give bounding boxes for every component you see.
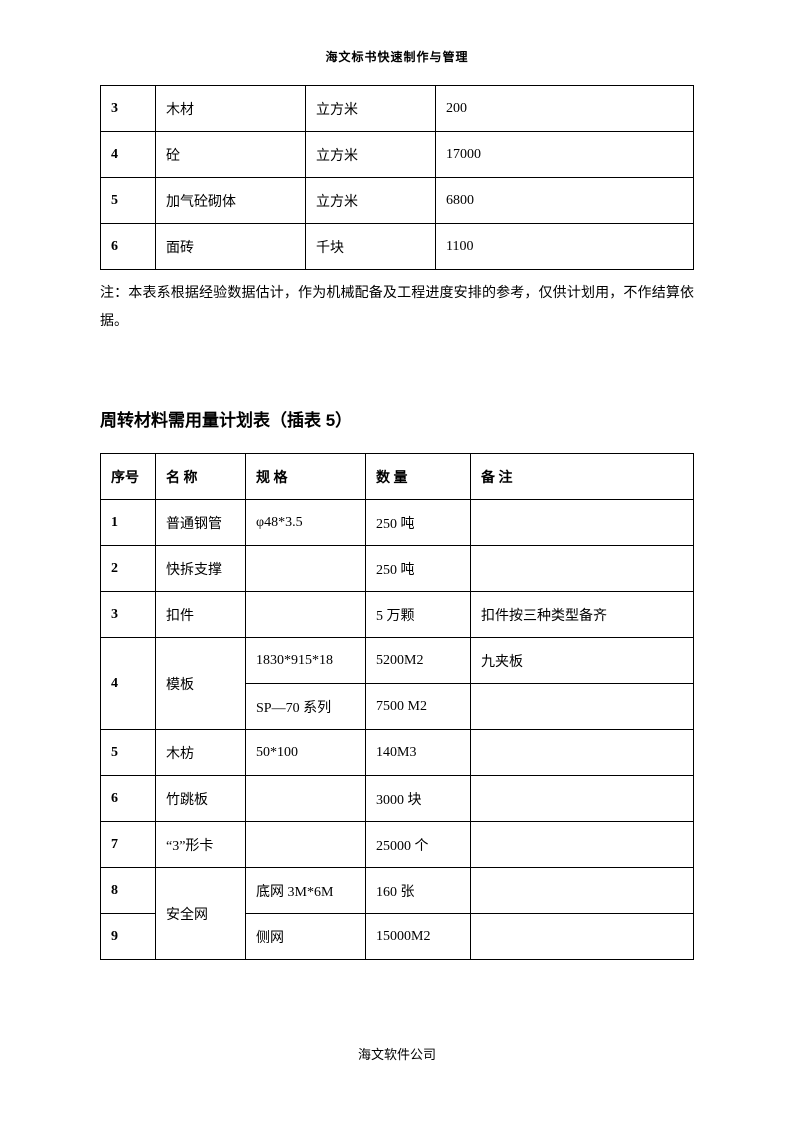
header-spec: 规 格 [246,454,366,500]
cell-no: 2 [101,546,156,592]
cell-no: 6 [101,776,156,822]
cell-spec: φ48*3.5 [246,500,366,546]
cell-unit: 立方米 [306,178,436,224]
cell-remark [471,500,694,546]
cell-remark [471,822,694,868]
header-remark: 备 注 [471,454,694,500]
cell-spec: 1830*915*18 [246,638,366,684]
table-row: 5 加气砼砌体 立方米 6800 [101,178,694,224]
cell-name: 快拆支撑 [156,546,246,592]
cell-no: 4 [101,638,156,730]
cell-no: 9 [101,914,156,960]
page-footer: 海文软件公司 [0,1044,794,1063]
turnover-materials-table: 序号 名 称 规 格 数 量 备 注 1 普通钢管 φ48*3.5 250 吨 … [100,453,694,960]
header-no: 序号 [101,454,156,500]
cell-remark [471,546,694,592]
cell-qty: 250 吨 [366,546,471,592]
table-row: 4 模板 1830*915*18 5200M2 九夹板 [101,638,694,684]
cell-qty: 3000 块 [366,776,471,822]
content-area: 3 木材 立方米 200 4 砼 立方米 17000 5 加气砼砌体 立方米 6… [0,85,794,960]
table-header-row: 序号 名 称 规 格 数 量 备 注 [101,454,694,500]
table-row: 7 “3”形卡 25000 个 [101,822,694,868]
cell-qty: 200 [436,86,694,132]
table-row: 4 砼 立方米 17000 [101,132,694,178]
cell-no: 1 [101,500,156,546]
cell-spec: 底网 3M*6M [246,868,366,914]
cell-name: 木材 [156,86,306,132]
cell-remark: 九夹板 [471,638,694,684]
cell-qty: 25000 个 [366,822,471,868]
cell-unit: 立方米 [306,132,436,178]
cell-name: 安全网 [156,868,246,960]
cell-no: 5 [101,178,156,224]
section-title: 周转材料需用量计划表（插表 5） [100,406,694,431]
cell-spec: SP—70 系列 [246,684,366,730]
cell-remark: 扣件按三种类型备齐 [471,592,694,638]
table-note: 注：本表系根据经验数据估计，作为机械配备及工程进度安排的参考，仅供计划用，不作结… [100,280,694,336]
cell-qty: 160 张 [366,868,471,914]
cell-qty: 250 吨 [366,500,471,546]
cell-spec [246,546,366,592]
header-name: 名 称 [156,454,246,500]
table-row: 2 快拆支撑 250 吨 [101,546,694,592]
cell-qty: 5 万颗 [366,592,471,638]
table-row: 3 扣件 5 万颗 扣件按三种类型备齐 [101,592,694,638]
cell-spec [246,822,366,868]
table-row: 3 木材 立方米 200 [101,86,694,132]
cell-name: 砼 [156,132,306,178]
materials-table-1: 3 木材 立方米 200 4 砼 立方米 17000 5 加气砼砌体 立方米 6… [100,85,694,270]
cell-no: 6 [101,224,156,270]
cell-unit: 立方米 [306,86,436,132]
cell-name: “3”形卡 [156,822,246,868]
cell-name: 普通钢管 [156,500,246,546]
cell-no: 8 [101,868,156,914]
cell-no: 4 [101,132,156,178]
cell-name: 木枋 [156,730,246,776]
cell-remark [471,730,694,776]
table-row: 6 竹跳板 3000 块 [101,776,694,822]
cell-qty: 5200M2 [366,638,471,684]
table-row: 6 面砖 千块 1100 [101,224,694,270]
cell-qty: 7500 M2 [366,684,471,730]
cell-name: 竹跳板 [156,776,246,822]
cell-no: 3 [101,592,156,638]
cell-name: 加气砼砌体 [156,178,306,224]
cell-unit: 千块 [306,224,436,270]
cell-no: 3 [101,86,156,132]
page-header: 海文标书快速制作与管理 [0,0,794,85]
cell-remark [471,776,694,822]
cell-remark [471,868,694,914]
table-row: 1 普通钢管 φ48*3.5 250 吨 [101,500,694,546]
cell-spec: 侧网 [246,914,366,960]
table-row: 8 安全网 底网 3M*6M 160 张 [101,868,694,914]
cell-no: 5 [101,730,156,776]
cell-qty: 15000M2 [366,914,471,960]
cell-qty: 17000 [436,132,694,178]
cell-name: 模板 [156,638,246,730]
cell-name: 面砖 [156,224,306,270]
cell-name: 扣件 [156,592,246,638]
cell-qty: 1100 [436,224,694,270]
cell-spec: 50*100 [246,730,366,776]
cell-no: 7 [101,822,156,868]
cell-remark [471,684,694,730]
header-qty: 数 量 [366,454,471,500]
cell-spec [246,776,366,822]
cell-qty: 6800 [436,178,694,224]
cell-remark [471,914,694,960]
table-row: 5 木枋 50*100 140M3 [101,730,694,776]
cell-spec [246,592,366,638]
cell-qty: 140M3 [366,730,471,776]
